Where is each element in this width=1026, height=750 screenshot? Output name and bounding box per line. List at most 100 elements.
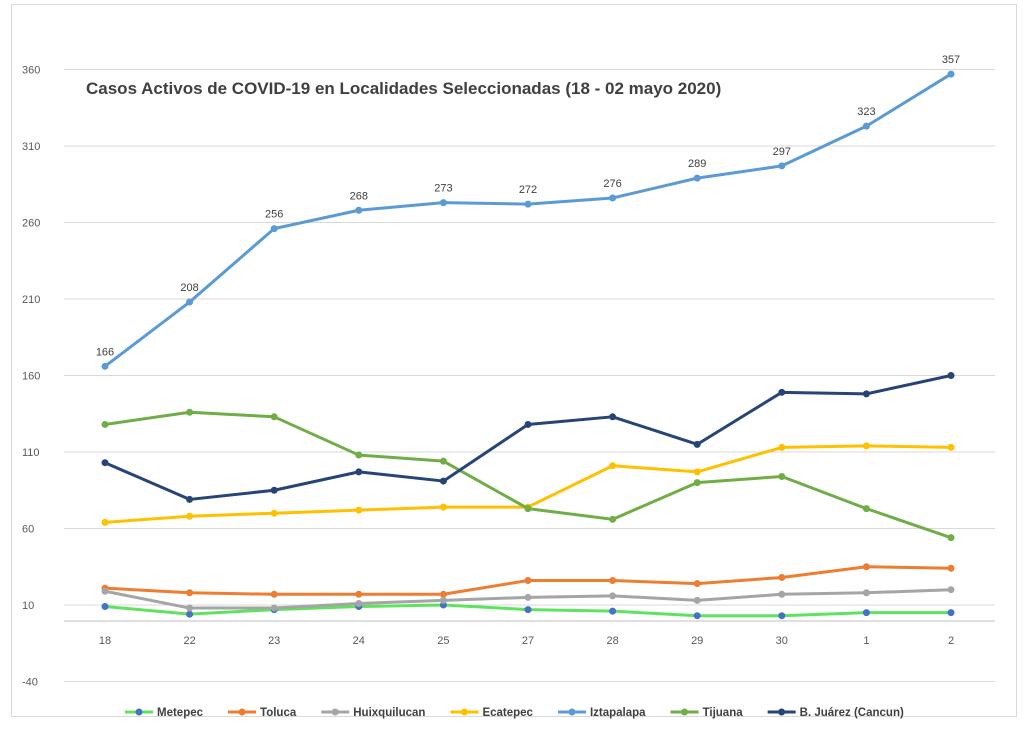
data-point xyxy=(609,592,617,600)
data-point xyxy=(862,589,870,597)
data-point xyxy=(270,486,278,494)
data-label: 323 xyxy=(857,106,875,118)
data-point xyxy=(524,420,532,428)
data-point xyxy=(693,596,701,604)
x-tick-label: 23 xyxy=(268,635,280,647)
data-point xyxy=(186,495,194,503)
data-point xyxy=(524,505,532,513)
data-point xyxy=(270,590,278,598)
data-point xyxy=(101,587,109,595)
x-tick-label: 28 xyxy=(606,635,618,647)
data-label: 297 xyxy=(773,146,791,158)
x-tick-label: 25 xyxy=(437,635,449,647)
data-point xyxy=(693,479,701,487)
data-point xyxy=(355,599,363,607)
data-point xyxy=(101,420,109,428)
data-label: 272 xyxy=(519,184,537,196)
data-point xyxy=(778,162,786,170)
legend-label: Metepec xyxy=(157,707,204,719)
y-tick-label: 260 xyxy=(22,218,40,230)
data-point xyxy=(778,443,786,451)
legend-item: Ecatepec xyxy=(450,707,534,719)
data-point xyxy=(355,451,363,459)
data-point xyxy=(186,512,194,520)
data-label: 273 xyxy=(434,183,452,195)
data-point xyxy=(186,604,194,612)
data-point xyxy=(186,589,194,597)
data-point xyxy=(186,298,194,306)
data-label: 268 xyxy=(350,190,368,202)
data-point xyxy=(862,442,870,450)
y-tick-label: 210 xyxy=(22,294,40,306)
data-point xyxy=(186,408,194,416)
legend-marker xyxy=(135,708,143,716)
data-point xyxy=(862,390,870,398)
data-point xyxy=(186,610,194,618)
legend-item: Toluca xyxy=(228,707,297,719)
y-tick-label: 310 xyxy=(22,141,40,153)
legend-label: Huixquilucan xyxy=(353,707,425,719)
data-point xyxy=(101,518,109,526)
y-tick-label: 160 xyxy=(22,371,40,383)
legend-marker xyxy=(331,708,339,716)
data-point xyxy=(947,609,955,617)
y-tick-label: 10 xyxy=(22,600,34,612)
data-label: 276 xyxy=(603,178,621,190)
data-point xyxy=(609,577,617,585)
data-point xyxy=(778,388,786,396)
x-tick-label: 24 xyxy=(353,635,365,647)
data-label: 208 xyxy=(180,282,198,294)
data-point xyxy=(439,457,447,465)
data-label: 256 xyxy=(265,209,283,221)
series-line-iztapalapa xyxy=(104,72,952,368)
data-point xyxy=(270,413,278,421)
data-point xyxy=(947,443,955,451)
data-point xyxy=(524,593,532,601)
data-point xyxy=(778,590,786,598)
legend-marker xyxy=(238,708,246,716)
legend-marker xyxy=(460,708,468,716)
data-point xyxy=(524,577,532,585)
data-point xyxy=(693,440,701,448)
data-point xyxy=(609,607,617,615)
legend-item: Iztapalapa xyxy=(557,707,646,719)
data-point xyxy=(524,200,532,208)
x-tick-label: 27 xyxy=(522,635,534,647)
data-point xyxy=(101,459,109,467)
x-tick-label: 22 xyxy=(183,635,195,647)
data-point xyxy=(439,503,447,511)
data-point xyxy=(439,596,447,604)
y-tick-label: 360 xyxy=(22,65,40,77)
data-point xyxy=(862,609,870,617)
data-point xyxy=(524,606,532,614)
chart-title: Casos Activos de COVID-19 en Localidades… xyxy=(86,79,721,98)
legend-label: B. Juárez (Cancun) xyxy=(800,707,904,719)
data-point xyxy=(270,509,278,517)
x-tick-label: 18 xyxy=(99,635,111,647)
data-point xyxy=(609,515,617,523)
x-tick-label: 30 xyxy=(776,635,788,647)
legend-item: Huixquilucan xyxy=(321,707,425,719)
data-point xyxy=(355,590,363,598)
data-point xyxy=(609,462,617,470)
data-point xyxy=(862,122,870,130)
data-point xyxy=(947,586,955,594)
data-point xyxy=(609,194,617,202)
data-point xyxy=(862,563,870,571)
data-label: 166 xyxy=(96,346,114,358)
legend-label: Ecatepec xyxy=(482,707,533,719)
legend-marker xyxy=(681,708,689,716)
y-tick-label: -40 xyxy=(22,677,38,689)
legend-label: Iztapalapa xyxy=(590,707,646,719)
data-point xyxy=(693,468,701,476)
y-tick-label: 60 xyxy=(22,524,34,536)
series-line-tijuana xyxy=(104,410,952,540)
data-point xyxy=(101,362,109,370)
x-tick-label: 29 xyxy=(691,635,703,647)
data-label: 357 xyxy=(942,54,960,66)
data-label: 289 xyxy=(688,158,706,170)
data-point xyxy=(439,199,447,207)
data-point xyxy=(947,564,955,572)
x-tick-label: 1 xyxy=(863,635,869,647)
